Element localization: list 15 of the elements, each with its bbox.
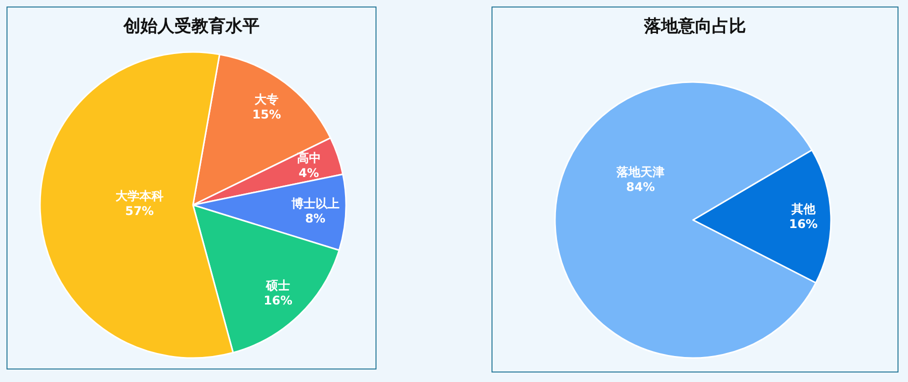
slice-label: 其他 xyxy=(790,202,816,216)
data-label: 4% xyxy=(298,166,320,180)
chart-title: 落地意向占比 xyxy=(643,16,746,37)
data-label: 16% xyxy=(788,217,818,232)
slice-label: 大学本科 xyxy=(115,188,164,203)
slice-label: 博士以上 xyxy=(290,196,340,210)
data-label: 84% xyxy=(626,180,655,194)
data-label: 57% xyxy=(125,204,154,218)
data-label: 16% xyxy=(264,293,292,308)
data-label: 15% xyxy=(252,108,282,122)
chart-title: 创始人受教育水平 xyxy=(122,16,260,37)
slice-label: 落地天津 xyxy=(616,164,665,179)
data-label: 8% xyxy=(305,211,326,226)
slice-label: 大专 xyxy=(254,92,279,107)
slice-label: 硕士 xyxy=(265,278,290,292)
